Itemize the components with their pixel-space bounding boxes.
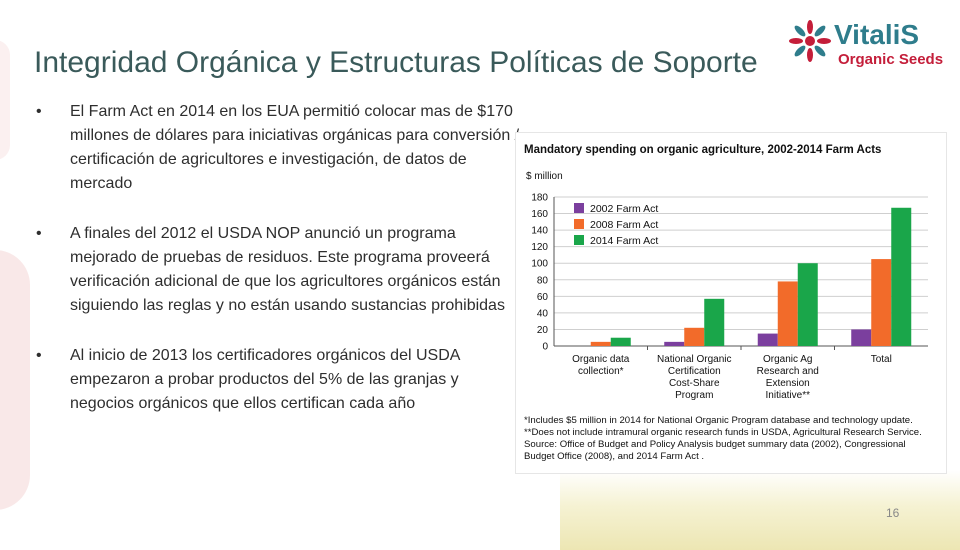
chart-footnotes: *Includes $5 million in 2014 for Nationa… — [524, 415, 942, 463]
y-tick-label: 0 — [542, 342, 548, 353]
bullet-text: El Farm Act en 2014 en los EUA permitió … — [70, 103, 520, 192]
y-tick-label: 160 — [531, 209, 548, 220]
x-tick-label: Certification — [668, 366, 721, 377]
x-tick-label: National Organic — [657, 354, 731, 365]
logo-name: VitaliS — [834, 19, 919, 50]
bullet-text: A finales del 2012 el USDA NOP anunció u… — [70, 225, 505, 314]
legend-label: 2008 Farm Act — [590, 219, 658, 231]
bar-2014-farm-act — [797, 263, 818, 346]
logo-tagline: Organic Seeds — [838, 51, 943, 68]
background-decoration-left — [0, 250, 30, 510]
flower-icon — [789, 20, 831, 62]
bullet-item: • El Farm Act en 2014 en los EUA permitió… — [36, 100, 521, 196]
bar-2008-farm-act — [590, 341, 611, 346]
bar-chart: Mandatory spending on organic agricultur… — [524, 144, 928, 401]
bullet-list: • El Farm Act en 2014 en los EUA permitió… — [36, 100, 521, 442]
footnote-line: Source: Office of Budget and Policy Anal… — [524, 439, 906, 450]
bar-2014-farm-act — [891, 207, 912, 346]
bar-2008-farm-act — [684, 327, 705, 346]
x-tick-label: Initiative** — [766, 390, 811, 401]
legend-swatch — [574, 219, 584, 229]
y-tick-label: 80 — [537, 275, 549, 286]
bullet-item: • A finales del 2012 el USDA NOP anunció … — [36, 222, 521, 318]
bullet-text: Al inicio de 2013 los certificadores org… — [70, 347, 460, 412]
x-tick-label: Organic Ag — [763, 354, 812, 365]
legend-label: 2002 Farm Act — [590, 203, 658, 215]
y-tick-label: 120 — [531, 242, 548, 253]
legend-label: 2014 Farm Act — [590, 235, 658, 247]
x-tick-label: Organic data — [572, 354, 630, 365]
bar-2014-farm-act — [704, 298, 725, 346]
legend-swatch — [574, 235, 584, 245]
bar-2008-farm-act — [871, 259, 892, 346]
y-axis-label: $ million — [526, 171, 563, 182]
footnote-line: Budget Office (2008), and 2014 Farm Act … — [524, 451, 705, 462]
bar-2002-farm-act — [757, 333, 778, 346]
bullet-icon: • — [36, 347, 42, 364]
bullet-icon: • — [36, 225, 42, 242]
footnote-line: *Includes $5 million in 2014 for Nationa… — [524, 415, 913, 426]
y-tick-label: 20 — [537, 325, 549, 336]
background-decoration-left-top — [0, 40, 10, 160]
bullet-item: • Al inicio de 2013 los certificadores or… — [36, 344, 521, 416]
y-tick-label: 40 — [537, 308, 549, 319]
y-tick-label: 100 — [531, 259, 548, 270]
x-tick-label: collection* — [578, 366, 624, 377]
chart-title: Mandatory spending on organic agricultur… — [524, 144, 881, 156]
x-tick-label: Extension — [766, 378, 810, 389]
x-tick-label: Research and — [757, 366, 819, 377]
bar-2008-farm-act — [777, 281, 798, 346]
bar-2002-farm-act — [851, 329, 872, 346]
footnote-line: **Does not include intramural organic re… — [524, 427, 922, 438]
x-tick-label: Program — [675, 390, 713, 401]
page-number: 16 — [886, 506, 900, 520]
y-tick-label: 180 — [531, 193, 548, 204]
bar-2014-farm-act — [610, 337, 631, 346]
background-grain-image — [560, 470, 960, 550]
y-tick-label: 60 — [537, 292, 549, 303]
bullet-icon: • — [36, 103, 42, 120]
slide-title: Integridad Orgánica y Estructuras Políti… — [34, 46, 758, 79]
x-tick-label: Cost-Share — [669, 378, 720, 389]
bar-2002-farm-act — [664, 341, 685, 346]
chart-card: Mandatory spending on organic agricultur… — [515, 132, 947, 474]
x-tick-label: Total — [871, 354, 892, 365]
vitalis-logo: VitaliS Organic Seeds — [789, 19, 943, 68]
y-tick-label: 140 — [531, 226, 548, 237]
legend-swatch — [574, 203, 584, 213]
